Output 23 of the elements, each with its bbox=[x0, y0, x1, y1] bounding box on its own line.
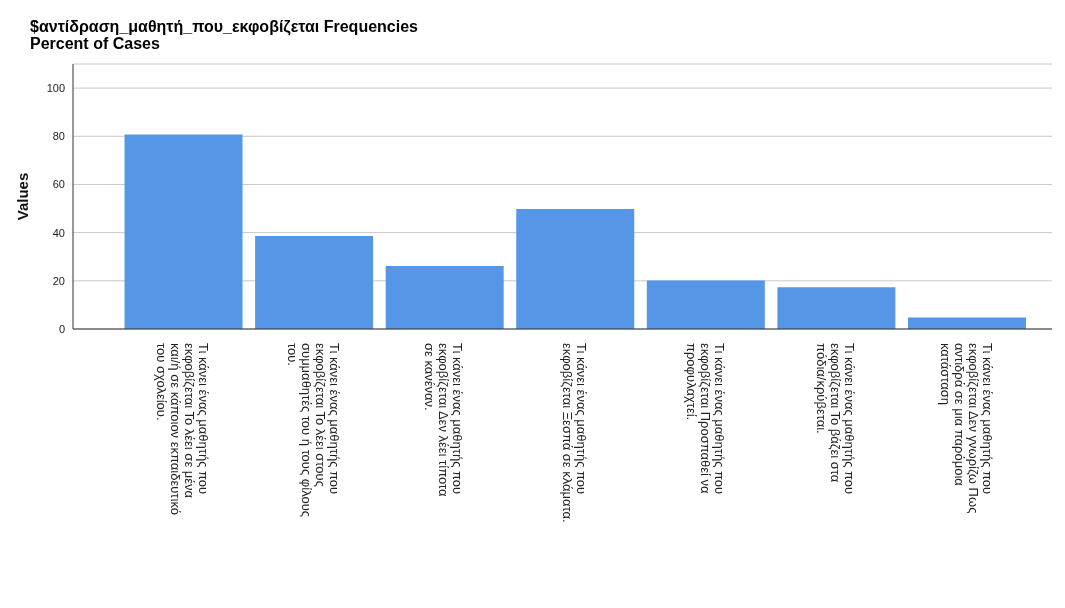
bar bbox=[255, 236, 374, 329]
x-tick-label: Τι κάνει ένας μαθητής που εκφοβίζεται Το λέει στους συμμαθητές του ή τους φίλους του. bbox=[284, 343, 342, 518]
bar bbox=[907, 317, 1026, 329]
y-tick-label: 20 bbox=[52, 274, 65, 287]
y-tick-label: 100 bbox=[46, 82, 65, 94]
y-axis-title: Values bbox=[14, 172, 32, 221]
y-tick-label: 40 bbox=[52, 226, 65, 239]
x-tick-label: Τι κάνει ένας μαθητής που εκφοβίζεται Το βάζει στα πόδια/κρύβεται. bbox=[814, 343, 858, 495]
x-tick-label: Τι κάνει ένας μαθητής που εκφοβίζεται Το λέει σε μένα και/ή σε κάποιον εκπαιδευτικό του σχολείου. bbox=[154, 343, 212, 515]
bar bbox=[385, 266, 504, 329]
x-tick-label: Τι κάνει ένας μαθητής που εκφοβίζεται Ξεσπά σε κλάματα. bbox=[560, 343, 589, 523]
y-tick-label: 0 bbox=[58, 322, 65, 335]
y-tick-label: 60 bbox=[52, 178, 65, 191]
chart-title: $αντίδραση_μαθητή_που_εκφοβίζεται Frequencies bbox=[30, 18, 419, 35]
x-tick-label: Τι κάνει ένας μαθητής που εκφοβίζεται Δεν λέει τίποτα σε κανέναν. bbox=[422, 343, 466, 497]
bar bbox=[516, 209, 635, 329]
chart-subtitle: Percent of Cases bbox=[30, 35, 160, 52]
bar bbox=[777, 287, 896, 329]
x-tick-label: Τι κάνει ένας μαθητής που εκφοβίζεται Δεν γνωρίζω Πως αντιδρά σε μια παρόμοια κατάσταση bbox=[937, 343, 995, 514]
bar bbox=[124, 134, 243, 329]
x-tick-label: Τι κάνει ένας μαθητής που εκφοβίζεται Προσπαθεί να προφυλαχτεί. bbox=[683, 343, 727, 495]
bar bbox=[646, 280, 765, 329]
y-tick-label: 80 bbox=[52, 130, 65, 143]
